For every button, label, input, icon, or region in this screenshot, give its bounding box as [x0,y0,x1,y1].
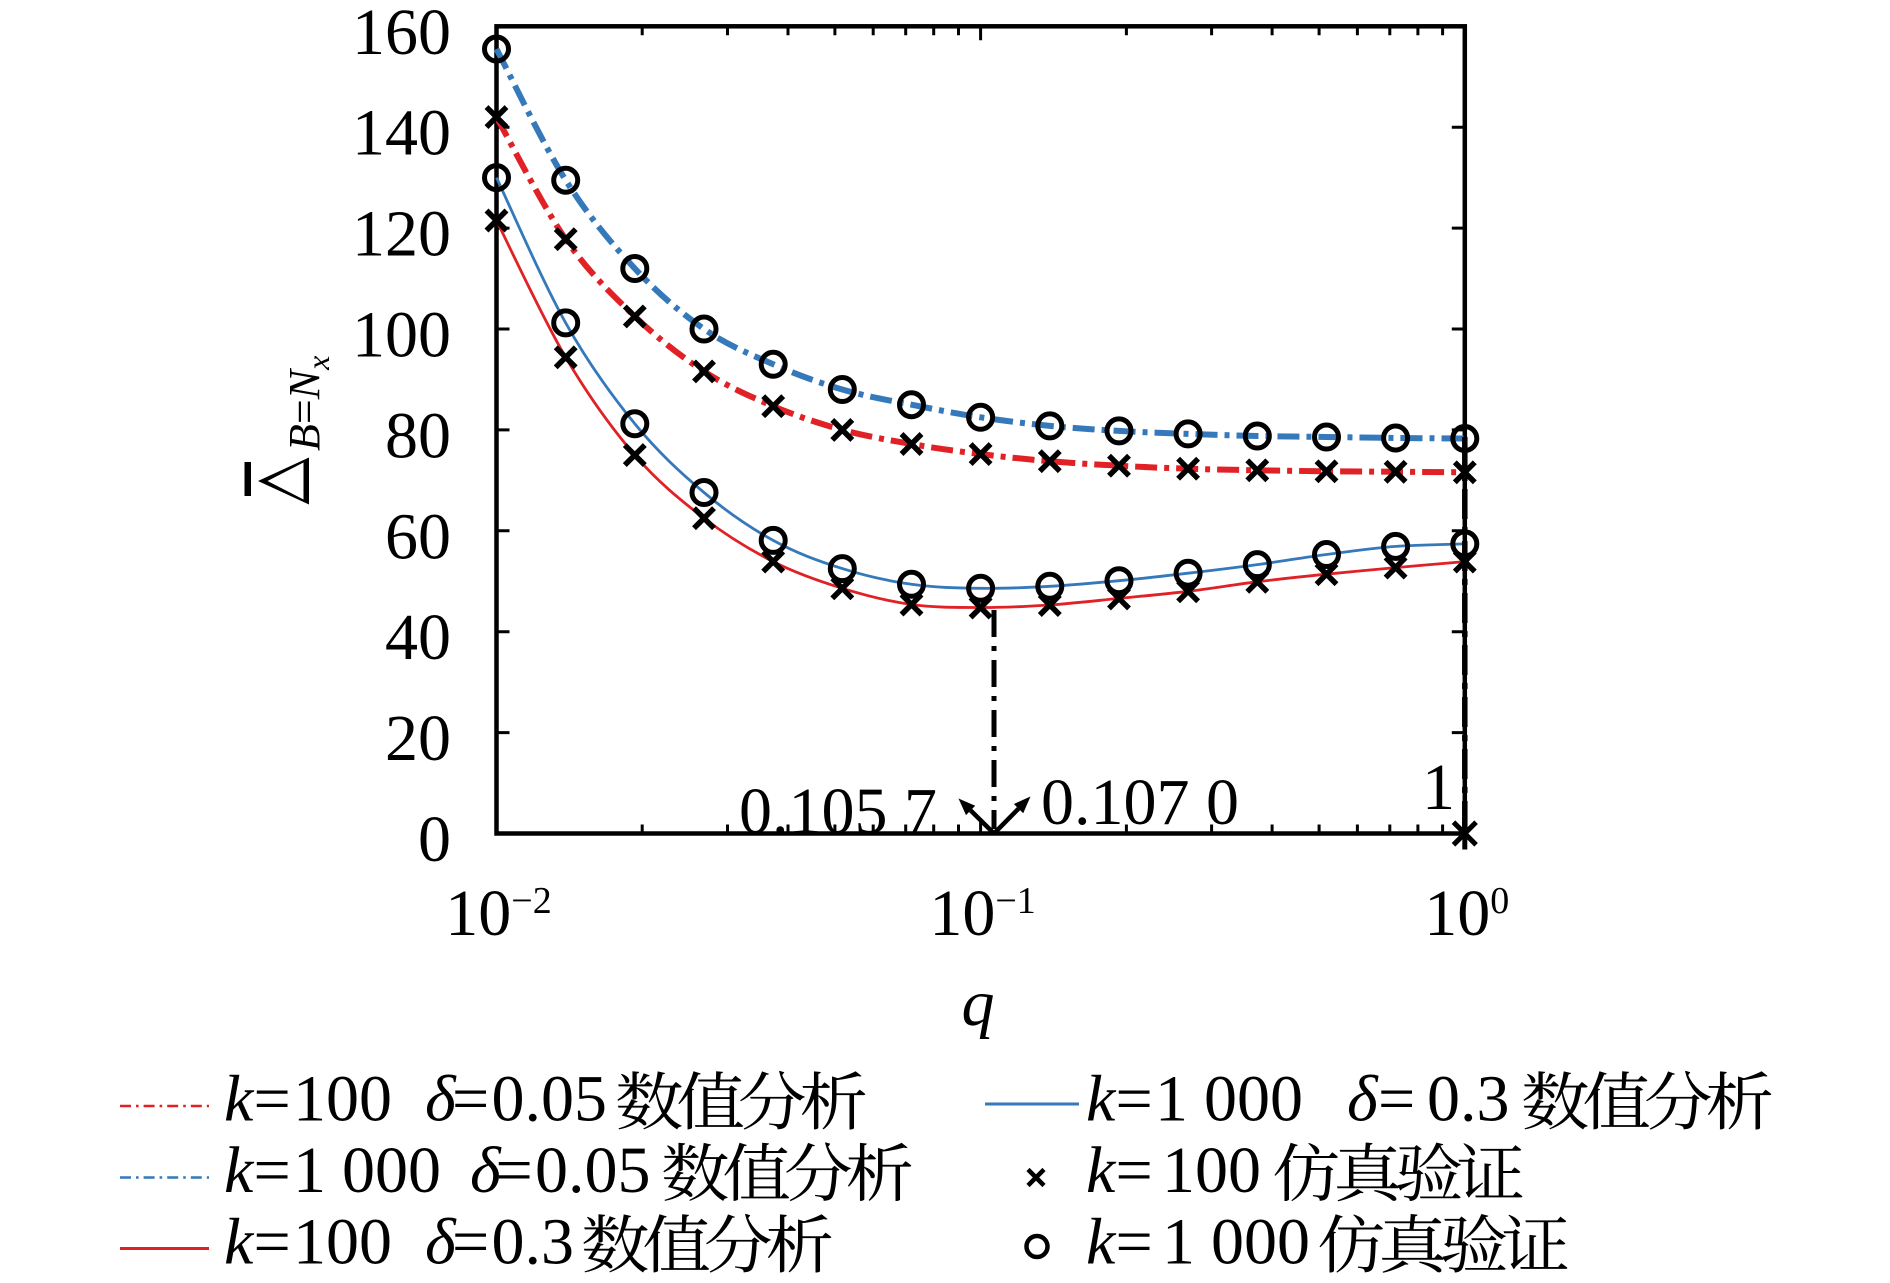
svg-text:k: k [1086,1206,1117,1279]
svg-text:q: q [962,967,995,1040]
svg-text:δ: δ [1347,1063,1379,1136]
svg-text:100: 100 [352,299,451,372]
svg-text:k: k [1086,1134,1117,1207]
svg-text:=: = [452,1206,489,1279]
svg-text:10−2: 10−2 [445,877,551,950]
svg-text:=: = [452,1063,489,1136]
svg-text:1: 1 [1422,751,1455,824]
svg-text:0.3: 0.3 [1427,1063,1510,1136]
svg-text:δ: δ [425,1063,457,1136]
svg-text:40: 40 [385,601,451,674]
svg-text:k: k [1086,1063,1117,1136]
svg-text:δ: δ [425,1206,457,1279]
svg-text:B=Nx: B=Nx [280,356,336,451]
svg-text:=: = [254,1134,291,1207]
svg-text:k: k [224,1134,255,1207]
svg-text:1: 1 [1162,1206,1195,1279]
svg-text:0.3: 0.3 [492,1206,575,1279]
svg-text:0.05: 0.05 [535,1134,651,1207]
svg-text:=: = [1116,1063,1153,1136]
svg-text:140: 140 [352,97,451,170]
svg-text:=: = [254,1063,291,1136]
svg-text:000: 000 [1211,1206,1310,1279]
svg-text:100: 100 [1162,1134,1261,1207]
svg-text:0.105 7: 0.105 7 [739,775,937,848]
svg-text:k: k [224,1063,255,1136]
svg-text:1: 1 [1155,1063,1188,1136]
svg-text:k: k [224,1206,255,1279]
svg-text:=: = [1378,1063,1415,1136]
svg-text:=: = [1116,1134,1153,1207]
svg-text:10−1: 10−1 [929,877,1035,950]
svg-text:000: 000 [1204,1063,1303,1136]
svg-text:120: 120 [352,198,451,271]
svg-text:=: = [254,1206,291,1279]
svg-text:60: 60 [385,500,451,573]
svg-text:100: 100 [293,1206,392,1279]
svg-text:=: = [496,1134,533,1207]
svg-text:160: 160 [352,0,451,69]
svg-text:δ: δ [470,1134,502,1207]
svg-text:80: 80 [385,399,451,472]
svg-text:1: 1 [293,1134,326,1207]
svg-text:=: = [1116,1206,1153,1279]
svg-text:20: 20 [385,702,451,775]
svg-text:0.107 0: 0.107 0 [1041,766,1239,839]
svg-text:0: 0 [418,803,451,876]
svg-text:000: 000 [342,1134,441,1207]
svg-text:100: 100 [293,1063,392,1136]
svg-text:0.05: 0.05 [492,1063,608,1136]
